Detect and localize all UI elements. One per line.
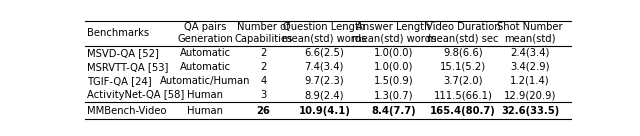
- Text: 2: 2: [260, 62, 267, 72]
- Text: ActivityNet-QA [58]: ActivityNet-QA [58]: [87, 90, 184, 100]
- Text: Automatic/Human: Automatic/Human: [160, 76, 250, 86]
- Text: Automatic: Automatic: [180, 62, 231, 72]
- Text: Benchmarks: Benchmarks: [87, 28, 149, 38]
- Text: 3.4(2.9): 3.4(2.9): [510, 62, 550, 72]
- Text: 9.7(2.3): 9.7(2.3): [305, 76, 344, 86]
- Text: MSRVTT-QA [53]: MSRVTT-QA [53]: [87, 62, 168, 72]
- Text: 10.9(4.1): 10.9(4.1): [298, 106, 350, 116]
- Text: 8.4(7.7): 8.4(7.7): [371, 106, 416, 116]
- Text: 9.8(6.6): 9.8(6.6): [444, 48, 483, 58]
- Text: Video Duration
mean(std) sec: Video Duration mean(std) sec: [426, 22, 500, 44]
- Text: 4: 4: [260, 76, 267, 86]
- Text: 1.5(0.9): 1.5(0.9): [374, 76, 413, 86]
- Text: Answer Length
mean(std) words: Answer Length mean(std) words: [351, 22, 436, 44]
- Text: 26: 26: [257, 106, 271, 116]
- Text: Human: Human: [188, 106, 223, 116]
- Text: Shot Number
mean(std): Shot Number mean(std): [497, 22, 563, 44]
- Text: QA pairs
Generation: QA pairs Generation: [177, 22, 233, 44]
- Text: 165.4(80.7): 165.4(80.7): [430, 106, 496, 116]
- Text: MMBench-Video: MMBench-Video: [87, 106, 166, 116]
- Text: 2.4(3.4): 2.4(3.4): [511, 48, 550, 58]
- Text: 32.6(33.5): 32.6(33.5): [501, 106, 559, 116]
- Text: 1.0(0.0): 1.0(0.0): [374, 62, 413, 72]
- Text: Automatic: Automatic: [180, 48, 231, 58]
- Text: 15.1(5.2): 15.1(5.2): [440, 62, 486, 72]
- Text: 111.5(66.1): 111.5(66.1): [434, 90, 493, 100]
- Text: 1.0(0.0): 1.0(0.0): [374, 48, 413, 58]
- Text: 7.4(3.4): 7.4(3.4): [305, 62, 344, 72]
- Text: 3.7(2.0): 3.7(2.0): [444, 76, 483, 86]
- Text: 6.6(2.5): 6.6(2.5): [305, 48, 344, 58]
- Text: Human: Human: [188, 90, 223, 100]
- Text: Number of
Capabilities: Number of Capabilities: [234, 22, 292, 44]
- Text: 1.3(0.7): 1.3(0.7): [374, 90, 413, 100]
- Text: 8.9(2.4): 8.9(2.4): [305, 90, 344, 100]
- Text: MSVD-QA [52]: MSVD-QA [52]: [87, 48, 159, 58]
- Text: 1.2(1.4): 1.2(1.4): [510, 76, 550, 86]
- Text: 12.9(20.9): 12.9(20.9): [504, 90, 556, 100]
- Text: Question Length
mean(std) words: Question Length mean(std) words: [282, 22, 367, 44]
- Text: TGIF-QA [24]: TGIF-QA [24]: [87, 76, 152, 86]
- Text: 2: 2: [260, 48, 267, 58]
- Text: 3: 3: [260, 90, 267, 100]
